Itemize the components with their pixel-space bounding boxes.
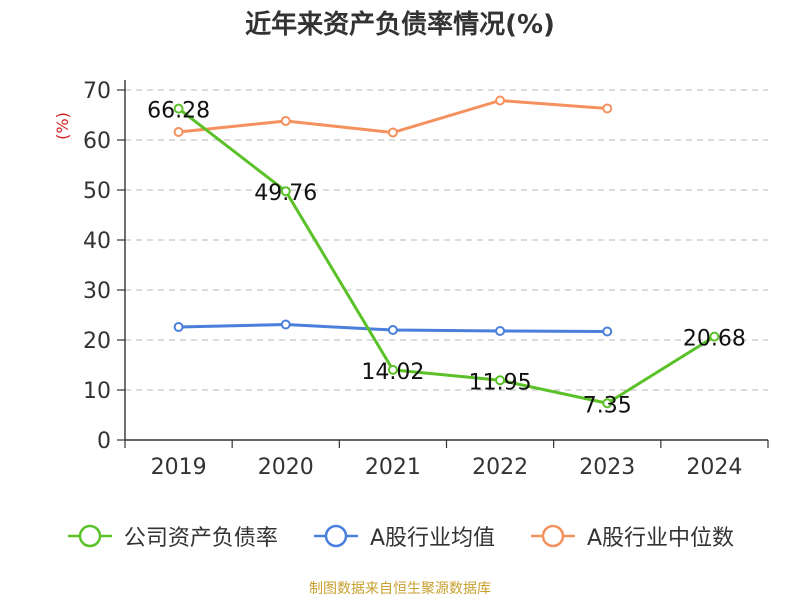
data-point [173,127,184,137]
legend-swatch [531,524,575,548]
legend-swatch-marker [324,524,348,548]
data-label: 11.95 [469,370,532,395]
data-label: 20.68 [683,327,746,352]
y-tick-label: 70 [83,79,111,104]
data-point [602,103,613,114]
legend-swatch [67,524,112,548]
x-tick-label: 2020 [258,455,314,480]
y-tick-label: 10 [83,379,111,404]
data-point [387,127,398,138]
legend-item[interactable]: 公司资产负债率 [66,520,278,552]
x-tick-label: 2022 [472,455,528,480]
x-tick-label: 2021 [365,455,421,480]
data-point [495,326,506,336]
data-point [173,103,184,114]
data-label: 14.02 [361,360,424,385]
series-1 [173,319,613,337]
data-point [709,331,720,342]
source-note: 制图数据来自恒生聚源数据库 [309,581,491,597]
data-label: 7.35 [583,393,632,418]
series [173,95,720,409]
series-0 [173,103,720,409]
y-tick-label: 0 [97,429,111,454]
legend-swatch [313,524,358,548]
grid-lines [125,89,768,391]
legend-swatch-marker [541,524,565,548]
y-axis-label: (%) [53,112,72,140]
data-point [280,186,291,197]
legend-label: A股行业均值 [369,526,495,551]
chart-title: 近年来资产负债率情况(%) [245,10,555,40]
data-label: 66.28 [147,99,210,124]
data-point [387,325,398,335]
x-tick-label: 2023 [579,455,635,480]
legend-item[interactable]: A股行业中位数 [529,520,734,552]
x-tick-label: 2024 [686,455,742,480]
data-labels: 66.28 49.76 14.02 11.95 7.35 20.68 [147,99,746,419]
x-tick-label: 2019 [151,455,207,480]
y-tick-label: 30 [83,279,111,304]
y-tick-label: 40 [83,229,111,254]
legend-swatch-marker [78,524,102,548]
legend-label: 公司资产负债率 [123,526,278,551]
data-point [602,398,613,409]
legend-label: A股行业中位数 [587,526,735,551]
data-point [387,364,398,375]
legend-item[interactable]: A股行业均值 [312,520,495,552]
series-line [177,107,716,405]
data-point [495,375,506,386]
data-point [495,95,506,106]
data-point [280,319,291,330]
axes: 0 10 20 30 40 50 60 70 2019 2020 2021 2022 2023 2024 [83,79,769,480]
y-tick-label: 50 [83,179,111,204]
series-2 [173,95,613,138]
y-tick-label: 20 [83,329,111,354]
y-tick-label: 60 [83,129,111,154]
data-label: 49.76 [254,181,317,206]
data-point [602,326,613,337]
data-point [280,116,291,126]
legend: 公司资产负债率 A股行业均值 A股行业中位数 [0,520,800,552]
data-point [173,322,184,332]
